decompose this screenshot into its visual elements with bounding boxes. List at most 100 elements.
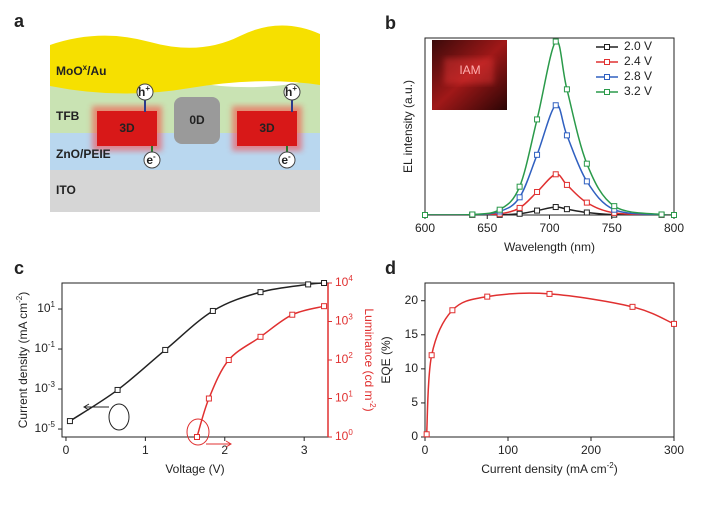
y-axis-label: Current density (mA cm-2) — [15, 292, 31, 429]
marker — [563, 181, 570, 188]
electron — [278, 151, 296, 169]
marker — [469, 211, 476, 218]
marker — [225, 357, 232, 363]
legend-marker — [604, 44, 610, 50]
legend-marker — [604, 59, 610, 65]
legend-marker — [604, 74, 610, 80]
marker — [563, 206, 570, 213]
y-axis-label-part: EQE (%) — [379, 336, 393, 383]
marker — [552, 204, 559, 211]
marker — [205, 395, 212, 402]
x-tick-label: 3 — [301, 443, 308, 457]
y2-axis-label-part: Luminance (cd m — [362, 308, 376, 400]
carrier-label: e- — [146, 152, 156, 168]
y2-tick-label-part: 4 — [348, 274, 353, 283]
y2-tick-label-part: 10 — [335, 391, 349, 405]
x-axis-label: Voltage (V) — [165, 462, 224, 476]
marker — [552, 102, 559, 109]
layer-label: TFB — [56, 109, 80, 123]
marker — [484, 293, 491, 300]
carrier-label-part: - — [288, 152, 291, 161]
y2-tick-label: 101 — [335, 389, 353, 405]
x-tick-label: 600 — [415, 221, 435, 235]
marker — [516, 204, 523, 211]
layer-label-part: /Au — [87, 64, 106, 78]
marker — [193, 434, 200, 440]
carrier-label-part: h — [285, 85, 292, 99]
marker — [671, 320, 677, 327]
annot-circle — [108, 403, 130, 431]
y-tick-label: 0 — [411, 429, 418, 443]
domain-label: 3D — [259, 121, 275, 135]
3d-domain — [237, 111, 297, 146]
marker — [583, 160, 590, 167]
carrier-label-part: h — [138, 85, 145, 99]
y2-tick-label-part: 2 — [348, 351, 353, 360]
series-line — [425, 104, 674, 215]
marker — [552, 171, 559, 178]
moox-layer — [50, 25, 320, 94]
marker — [428, 352, 435, 359]
x-tick-label: 100 — [498, 443, 518, 457]
series-line — [425, 173, 674, 215]
y2-tick-label-part: 10 — [335, 429, 349, 443]
y2-axis-label-part: ) — [362, 408, 376, 412]
x-axis-label-part: -2 — [607, 461, 615, 470]
x-tick-label: 700 — [539, 221, 559, 235]
layer-label-part: MoO — [56, 64, 83, 78]
y2-tick-label-part: 0 — [348, 428, 353, 437]
plot-frame — [61, 282, 329, 438]
plot-frame — [424, 282, 675, 438]
marker — [516, 194, 523, 201]
marker — [321, 303, 328, 310]
y-tick-label: 10-5 — [35, 420, 56, 436]
y-axis-label: EL intensity (a.u.) — [401, 80, 415, 173]
device-diagram — [50, 25, 320, 212]
legend-label: 3.2 V — [624, 84, 652, 98]
x-tick-label: 650 — [477, 221, 497, 235]
y-tick-label-part: 1 — [51, 300, 56, 309]
x-tick-label: 750 — [602, 221, 622, 235]
marker — [611, 203, 618, 210]
marker — [671, 212, 677, 218]
x-tick-label: 300 — [664, 443, 684, 457]
0d-domain — [174, 97, 220, 144]
legend-marker — [604, 89, 610, 95]
marker — [449, 307, 456, 314]
x-tick-label: 800 — [664, 221, 684, 235]
x-axis-label-part: ) — [614, 462, 618, 476]
marker — [534, 151, 541, 158]
inset-glow — [444, 58, 494, 84]
inset-text: IAM — [459, 63, 480, 77]
marker — [516, 210, 523, 217]
y-axis-label-part: ) — [16, 292, 30, 296]
panel-label: a — [14, 11, 25, 31]
y-axis-label-part: -2 — [15, 295, 24, 303]
marker — [563, 86, 570, 93]
marker — [321, 280, 328, 286]
carrier-label: h+ — [138, 84, 150, 100]
marker — [423, 431, 430, 438]
marker — [209, 307, 216, 314]
marker — [496, 206, 503, 213]
marker — [563, 132, 570, 139]
marker — [516, 183, 523, 190]
marker — [66, 418, 73, 425]
legend-label: 2.4 V — [624, 54, 652, 68]
y-tick-label-part: 10 — [37, 301, 51, 315]
plot-frame — [424, 37, 675, 216]
series-line — [196, 305, 325, 437]
y2-tick-label: 102 — [335, 351, 353, 367]
marker — [257, 289, 264, 296]
marker — [583, 209, 590, 216]
series-line — [425, 292, 674, 435]
panel-label: b — [385, 13, 396, 33]
marker — [422, 212, 428, 218]
marker — [583, 199, 590, 206]
annot-arrow — [206, 440, 232, 448]
x-axis-label: Current density (mA cm-2) — [481, 461, 618, 477]
y-tick-label: 10-3 — [35, 380, 56, 396]
marker — [534, 116, 541, 123]
panel-label: c — [14, 258, 24, 278]
